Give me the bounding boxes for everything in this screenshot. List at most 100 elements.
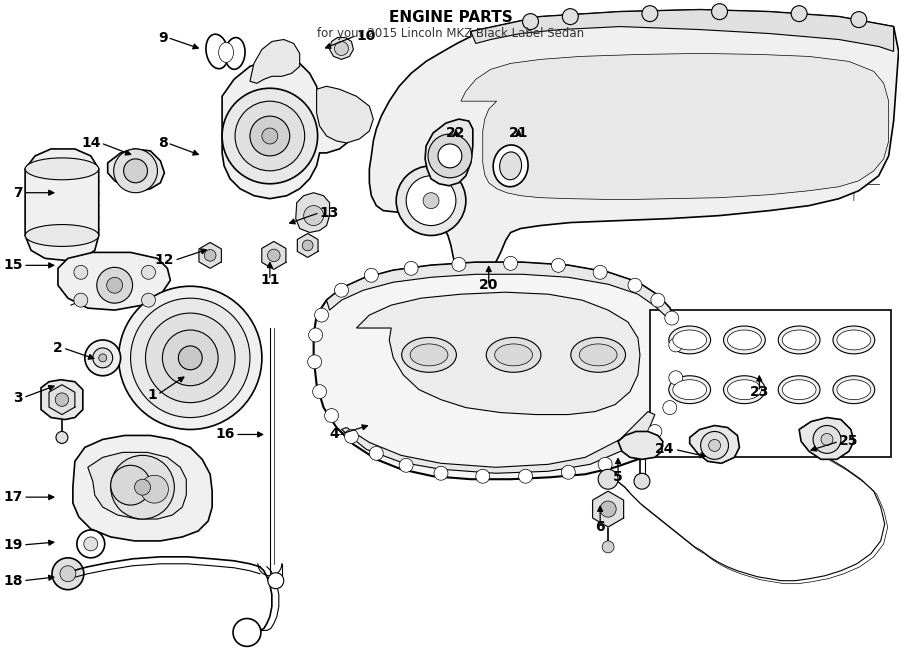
Polygon shape [49,385,75,414]
Ellipse shape [724,326,765,354]
Circle shape [452,257,466,271]
Circle shape [119,286,262,430]
Text: 16: 16 [216,428,235,442]
Ellipse shape [500,152,522,180]
Circle shape [308,355,321,369]
Ellipse shape [25,158,99,180]
Circle shape [504,256,518,270]
Ellipse shape [727,330,761,350]
Text: 7: 7 [14,186,23,200]
Ellipse shape [669,375,711,404]
Ellipse shape [724,375,765,404]
Polygon shape [297,233,318,257]
Circle shape [593,265,608,279]
Polygon shape [199,243,221,268]
Circle shape [303,206,324,225]
Circle shape [369,446,383,460]
Circle shape [84,537,98,551]
Polygon shape [73,436,212,541]
Circle shape [396,166,466,235]
Polygon shape [799,418,854,459]
Text: 13: 13 [320,206,339,219]
Circle shape [113,149,158,193]
Circle shape [135,479,150,495]
Text: 25: 25 [839,434,859,448]
Ellipse shape [778,326,820,354]
Text: 18: 18 [4,574,23,588]
Ellipse shape [782,330,816,350]
Polygon shape [222,59,356,199]
Ellipse shape [782,380,816,400]
Ellipse shape [410,344,448,366]
Text: for your 2015 Lincoln MKZ Black Label Sedan: for your 2015 Lincoln MKZ Black Label Se… [318,26,584,40]
Circle shape [708,440,721,451]
Circle shape [268,572,284,589]
Circle shape [821,434,833,446]
Circle shape [476,469,490,483]
Text: 12: 12 [155,253,175,267]
Text: 9: 9 [158,30,167,44]
Polygon shape [592,491,624,527]
Text: 8: 8 [158,136,167,150]
Circle shape [140,475,168,503]
Circle shape [598,469,618,489]
Circle shape [123,159,148,182]
Text: 10: 10 [356,28,376,42]
Circle shape [523,14,538,30]
Circle shape [669,338,683,352]
Polygon shape [25,149,99,260]
Text: 22: 22 [446,126,465,140]
Ellipse shape [219,42,233,62]
Circle shape [85,340,121,375]
Polygon shape [369,10,898,293]
Ellipse shape [727,380,761,400]
Circle shape [602,541,614,553]
Circle shape [52,558,84,590]
Ellipse shape [141,265,156,279]
Circle shape [233,619,261,646]
Text: 5: 5 [613,470,623,485]
Polygon shape [341,412,655,473]
Ellipse shape [495,344,533,366]
Ellipse shape [401,338,456,372]
Circle shape [669,371,683,385]
Text: ENGINE PARTS: ENGINE PARTS [389,10,513,24]
Circle shape [178,346,202,369]
Text: 21: 21 [508,126,528,140]
Ellipse shape [833,375,875,404]
Text: 15: 15 [4,258,23,272]
Circle shape [267,249,280,262]
Polygon shape [327,262,675,322]
Text: 1: 1 [148,387,157,402]
Circle shape [813,426,841,453]
Ellipse shape [493,145,528,186]
Polygon shape [262,241,286,269]
Circle shape [93,348,112,368]
Ellipse shape [669,326,711,354]
Polygon shape [296,193,329,233]
Text: 24: 24 [655,442,675,456]
Circle shape [518,469,533,483]
Circle shape [648,424,662,438]
Circle shape [400,458,413,472]
Circle shape [222,89,318,184]
Text: 3: 3 [14,391,23,405]
Ellipse shape [486,338,541,372]
Polygon shape [41,380,83,420]
Ellipse shape [837,330,871,350]
Circle shape [628,442,642,456]
Circle shape [628,278,642,292]
Circle shape [107,277,122,293]
Ellipse shape [206,34,229,69]
Circle shape [850,12,867,28]
Circle shape [634,473,650,489]
Ellipse shape [571,338,626,372]
Circle shape [335,42,348,56]
Circle shape [146,313,235,403]
Ellipse shape [833,326,875,354]
Polygon shape [58,253,170,310]
Circle shape [302,240,313,251]
Ellipse shape [74,265,88,279]
Ellipse shape [25,225,99,247]
Text: 2: 2 [53,341,63,355]
